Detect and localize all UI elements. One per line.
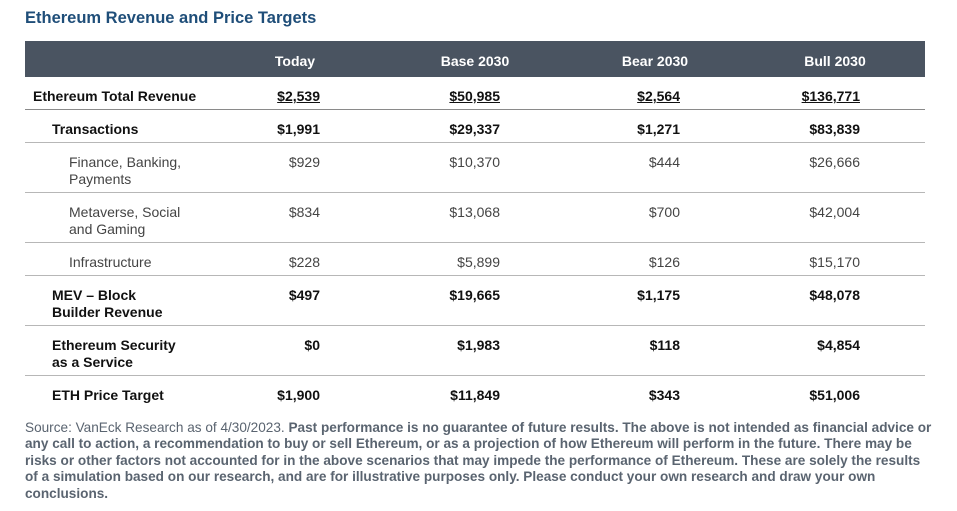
table-row: Metaverse, Social and Gaming $834 $13,068 $…: [25, 193, 925, 243]
value-cell: $42,004: [809, 204, 860, 220]
value-cell: $700: [648, 204, 680, 220]
column-header-today: Today: [274, 53, 316, 69]
value-cell: $51,006: [809, 387, 860, 403]
value-cell: $834: [288, 204, 320, 220]
value-cell: $1,983: [457, 337, 500, 353]
table-row: Ethereum Security as a Service $0 $1,983 $1…: [25, 326, 925, 376]
value-cell: $15,170: [809, 254, 860, 270]
value-cell: $11,849: [450, 387, 500, 403]
page-title: Ethereum Revenue and Price Targets: [25, 9, 317, 27]
row-label: Metaverse, Social and Gaming: [69, 204, 181, 237]
value-cell: $1,271: [637, 121, 680, 137]
row-label: Transactions: [52, 121, 139, 137]
table-row: ETH Price Target $1,900 $11,849 $343 $51,006: [25, 376, 925, 409]
source-disclaimer: Past performance is no guarantee of futu…: [25, 420, 932, 501]
value-cell: $126: [648, 254, 680, 270]
value-cell: $29,337: [449, 121, 500, 137]
value-cell: $4,854: [817, 337, 860, 353]
value-cell: $444: [648, 154, 680, 170]
value-cell: $1,900: [277, 387, 320, 403]
value-cell: $48,078: [809, 287, 860, 303]
value-cell: $929: [288, 154, 320, 170]
value-cell: $19,665: [449, 287, 500, 303]
table-row: Ethereum Total Revenue $2,539 $50,985 $2,56…: [25, 77, 925, 110]
value-cell: $5,899: [457, 254, 500, 270]
table-header: Today Base 2030 Bear 2030 Bull 2030: [25, 41, 925, 77]
column-header-bull-2030: Bull 2030: [804, 53, 866, 69]
row-label: Finance, Banking, Payments: [69, 154, 182, 187]
value-cell: $497: [288, 287, 320, 303]
row-label: ETH Price Target: [52, 387, 164, 403]
value-cell: $13,068: [449, 204, 500, 220]
value-cell: $83,839: [809, 121, 860, 137]
value-cell: $2,564: [637, 88, 680, 104]
value-cell: $10,370: [449, 154, 500, 170]
row-label: MEV – Block Builder Revenue: [52, 287, 163, 320]
column-header-base-2030: Base 2030: [440, 53, 510, 69]
value-cell: $1,175: [637, 287, 680, 303]
table-row: Infrastructure $228 $5,899 $126 $15,170: [25, 243, 925, 276]
value-cell: $50,985: [449, 88, 500, 104]
row-label: Infrastructure: [69, 254, 152, 270]
table-body: Ethereum Total Revenue $2,539 $50,985 $2,56…: [25, 77, 925, 409]
value-cell: $0: [304, 337, 320, 353]
value-cell: $2,539: [277, 88, 320, 104]
value-cell: $136,771: [801, 88, 860, 104]
table-row: Finance, Banking, Payments $929 $10,370 $44…: [25, 143, 925, 193]
row-label: Ethereum Total Revenue: [33, 88, 197, 104]
value-cell: $228: [288, 254, 320, 270]
value-cell: $118: [649, 337, 680, 353]
value-cell: $26,666: [809, 154, 860, 170]
column-header-bear-2030: Bear 2030: [621, 53, 689, 69]
source-lead: Source: VanEck Research as of 4/30/2023.: [25, 420, 289, 435]
source-footnote: Source: VanEck Research as of 4/30/2023.…: [25, 420, 935, 502]
row-label: Ethereum Security as a Service: [52, 337, 176, 370]
value-cell: $1,991: [277, 121, 320, 137]
table-row: Transactions $1,991 $29,337 $1,271 $83,839: [25, 110, 925, 143]
revenue-table: Today Base 2030 Bear 2030 Bull 2030 Ethe…: [25, 41, 925, 409]
value-cell: $343: [648, 387, 680, 403]
table-row: MEV – Block Builder Revenue $497 $19,665 $1…: [25, 276, 925, 326]
